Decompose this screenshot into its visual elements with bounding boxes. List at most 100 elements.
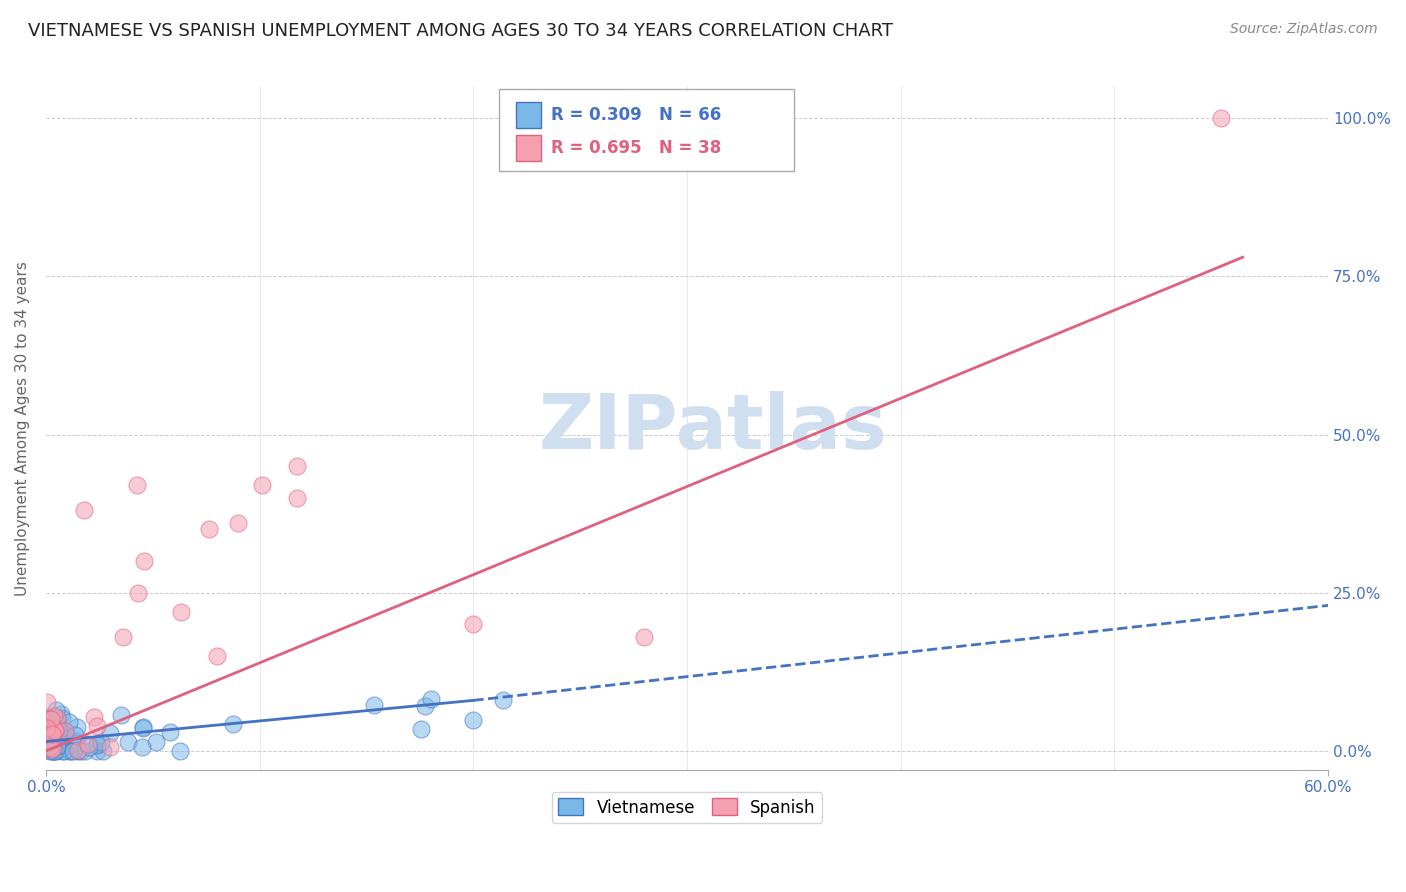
Point: [39, 743, 62, 757]
Point: [86, 744, 108, 758]
Point: [67, 742, 90, 756]
Point: [112, 630, 135, 644]
Point: [73, 503, 96, 517]
Point: [49, 741, 72, 756]
Point: [42, 741, 65, 756]
Point: [287, 491, 309, 505]
Legend: Vietnamese, Spanish: Vietnamese, Spanish: [551, 792, 823, 823]
Point: [222, 717, 245, 731]
Point: [62, 744, 84, 758]
Point: [77, 737, 100, 751]
Point: [39, 723, 62, 738]
Point: [250, 478, 273, 492]
Point: [44, 723, 66, 737]
Point: [98, 725, 121, 739]
Point: [45, 728, 67, 742]
Point: [46, 711, 69, 725]
Point: [39, 725, 62, 739]
Point: [59, 744, 82, 758]
Point: [38, 724, 60, 739]
Point: [86, 737, 108, 751]
Point: [131, 739, 153, 754]
Point: [45, 703, 67, 717]
Text: R = 0.309   N = 66: R = 0.309 N = 66: [551, 106, 721, 124]
Point: [46, 714, 69, 729]
Point: [90, 734, 112, 748]
Point: [117, 735, 139, 749]
Point: [41, 727, 63, 741]
Point: [35, 695, 58, 709]
Point: [38, 739, 60, 754]
Point: [205, 648, 228, 663]
Point: [37, 739, 59, 753]
Point: [69, 744, 91, 758]
Point: [411, 723, 433, 737]
Point: [285, 459, 308, 474]
Point: [463, 617, 485, 632]
Point: [45, 744, 67, 758]
Point: [413, 698, 436, 713]
Point: [39, 712, 62, 726]
Point: [52, 723, 75, 738]
Point: [132, 721, 155, 735]
Point: [35, 710, 58, 724]
Point: [37, 722, 59, 736]
Point: [363, 698, 385, 713]
Point: [37, 713, 59, 727]
Point: [44, 724, 66, 739]
Point: [44, 744, 66, 758]
Point: [48, 726, 70, 740]
Point: [170, 605, 193, 619]
Point: [145, 734, 167, 748]
Point: [42, 725, 65, 739]
Point: [169, 744, 191, 758]
Point: [463, 713, 485, 727]
Point: [66, 720, 89, 734]
Point: [55, 727, 77, 741]
Point: [83, 710, 105, 724]
Point: [37, 742, 59, 756]
Text: ZIPatlas: ZIPatlas: [538, 392, 887, 466]
Text: Source: ZipAtlas.com: Source: ZipAtlas.com: [1230, 22, 1378, 37]
Point: [1211, 111, 1233, 125]
Point: [127, 586, 149, 600]
Point: [125, 478, 148, 492]
Point: [41, 717, 63, 731]
Point: [51, 744, 73, 758]
Point: [492, 693, 515, 707]
Text: VIETNAMESE VS SPANISH UNEMPLOYMENT AMONG AGES 30 TO 34 YEARS CORRELATION CHART: VIETNAMESE VS SPANISH UNEMPLOYMENT AMONG…: [28, 22, 893, 40]
Point: [59, 744, 82, 758]
Point: [53, 723, 76, 738]
Point: [63, 728, 86, 742]
Point: [41, 742, 63, 756]
Point: [86, 738, 108, 752]
Point: [91, 744, 114, 758]
Point: [98, 739, 121, 754]
Point: [49, 706, 72, 721]
Point: [197, 523, 219, 537]
Point: [48, 732, 70, 747]
Point: [419, 692, 441, 706]
Point: [159, 724, 181, 739]
Point: [73, 744, 96, 758]
Point: [53, 744, 76, 758]
Point: [42, 744, 65, 758]
Point: [44, 723, 66, 738]
Point: [48, 723, 70, 738]
Point: [49, 734, 72, 748]
Point: [39, 744, 62, 758]
Point: [42, 744, 65, 758]
Point: [67, 744, 90, 758]
Point: [86, 719, 108, 733]
Point: [48, 723, 70, 737]
Point: [65, 734, 87, 748]
Point: [58, 714, 80, 729]
Y-axis label: Unemployment Among Ages 30 to 34 years: Unemployment Among Ages 30 to 34 years: [15, 260, 30, 596]
Point: [62, 734, 84, 748]
Point: [41, 744, 63, 758]
Point: [132, 720, 155, 734]
Point: [42, 708, 65, 723]
Point: [226, 516, 249, 530]
Point: [51, 711, 73, 725]
Point: [37, 722, 59, 736]
